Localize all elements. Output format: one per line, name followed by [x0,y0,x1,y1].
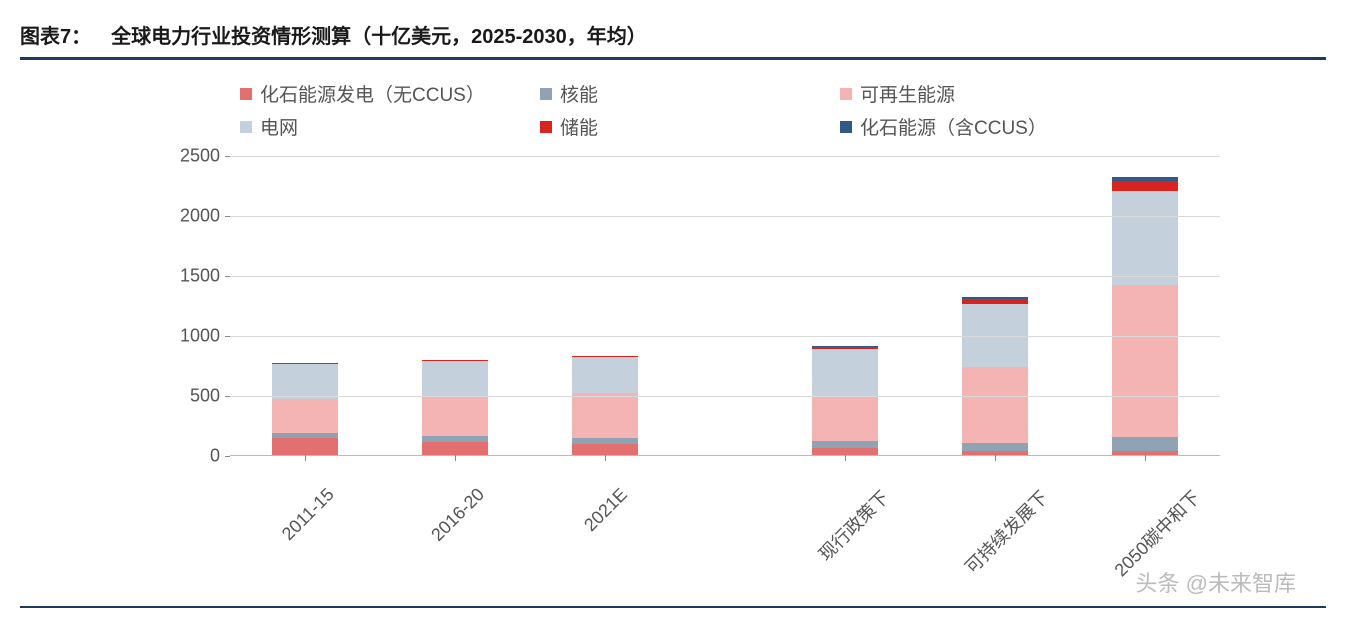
chart-figure: 图表7： 全球电力行业投资情形测算（十亿美元，2025-2030，年均） 化石能… [20,20,1326,608]
bar-segment-fossil_no_ccus [572,444,638,455]
stacked-bar [962,297,1028,455]
x-label-slot: 2016-20 [380,470,530,496]
x-tick [455,455,456,461]
bar-segment-grid [422,361,488,397]
x-label-gap [680,470,770,496]
stacked-bar [572,356,638,455]
bar-segment-grid [1112,191,1178,285]
bar-slot [1070,156,1220,455]
x-axis-label: 2050碳中和下 [1108,484,1206,582]
bar-slot [380,156,530,455]
y-tick-label: 500 [190,386,230,407]
bar-segment-renewable [962,367,1028,443]
x-label-slot: 现行政策下 [770,470,920,496]
grid-line [230,336,1220,337]
x-label-slot: 2050碳中和下 [1070,470,1220,496]
watermark: 头条 @未来智库 [1136,566,1296,598]
bar-segment-renewable [422,397,488,435]
grid-line [230,156,1220,157]
bar-slot [530,156,680,455]
legend-item: 化石能源发电（无CCUS） [240,80,540,107]
bar-segment-nuclear [1112,437,1178,451]
bar-segment-fossil_no_ccus [422,442,488,455]
legend-swatch [240,88,252,100]
legend-swatch [840,121,852,133]
bar-segment-storage [1112,181,1178,191]
figure-title: 全球电力行业投资情形测算（十亿美元，2025-2030，年均） [111,20,647,49]
plot-wrap: 05001000150020002500 2011-152016-202021E… [170,156,1220,456]
bar-slot [920,156,1070,455]
y-tick-label: 1000 [180,326,230,347]
x-tick [845,455,846,461]
x-label-slot: 2021E [530,470,680,496]
legend-item: 化石能源（含CCUS） [840,113,1140,140]
bar-segment-fossil_no_ccus [272,438,338,455]
stacked-bar [1112,177,1178,455]
legend-label: 核能 [560,80,598,107]
y-tick-label: 2500 [180,146,230,167]
x-axis-labels: 2011-152016-202021E 现行政策下可持续发展下2050碳中和下 [230,470,1220,496]
bar-segment-fossil_no_ccus [812,448,878,455]
bar-segment-nuclear [962,443,1028,451]
bar-segment-grid [272,364,338,399]
x-tick [1145,455,1146,461]
legend-label: 储能 [560,113,598,140]
footer-rule [20,606,1326,608]
bar-slot [230,156,380,455]
bar-gap [680,156,770,455]
bar-segment-renewable [572,393,638,437]
x-tick [995,455,996,461]
legend-label: 电网 [260,113,298,140]
x-axis-label: 可持续发展下 [958,484,1053,579]
x-label-slot: 可持续发展下 [920,470,1070,496]
y-tick-label: 0 [210,446,230,467]
grid-line [230,216,1220,217]
legend-label: 化石能源发电（无CCUS） [260,80,485,107]
bar-segment-renewable [1112,285,1178,437]
legend-item: 可再生能源 [840,80,1140,107]
bar-segment-renewable [812,397,878,440]
x-label-slot: 2011-15 [230,470,380,496]
bar-segment-nuclear [812,441,878,448]
legend-swatch [540,88,552,100]
stacked-bar [422,360,488,455]
legend-swatch [840,88,852,100]
legend-label: 化石能源（含CCUS） [860,113,1047,140]
plot-area: 05001000150020002500 [230,156,1220,456]
y-tick-label: 2000 [180,206,230,227]
bar-slot [770,156,920,455]
bar-segment-renewable [272,399,338,434]
stacked-bar [812,346,878,455]
grid-line [230,276,1220,277]
x-axis-label: 2021E [580,484,635,539]
legend-item: 储能 [540,113,840,140]
x-axis-label: 2016-20 [427,484,492,549]
bars-layer [230,156,1220,455]
x-axis-label: 2011-15 [277,484,341,548]
bar-segment-grid [812,349,878,397]
x-tick [605,455,606,461]
bar-segment-grid [572,357,638,393]
y-tick-label: 1500 [180,266,230,287]
chart-legend: 化石能源发电（无CCUS） 核能 可再生能源电网 储能 化石能源（含CCUS） [20,70,1326,156]
grid-line [230,396,1220,397]
legend-label: 可再生能源 [860,80,955,107]
legend-item: 核能 [540,80,840,107]
legend-swatch [240,121,252,133]
figure-number: 图表7： [20,20,91,49]
stacked-bar [272,363,338,455]
figure-title-row: 图表7： 全球电力行业投资情形测算（十亿美元，2025-2030，年均） [20,20,1326,60]
legend-item: 电网 [240,113,540,140]
x-tick [305,455,306,461]
legend-swatch [540,121,552,133]
x-axis-label: 现行政策下 [812,484,894,566]
